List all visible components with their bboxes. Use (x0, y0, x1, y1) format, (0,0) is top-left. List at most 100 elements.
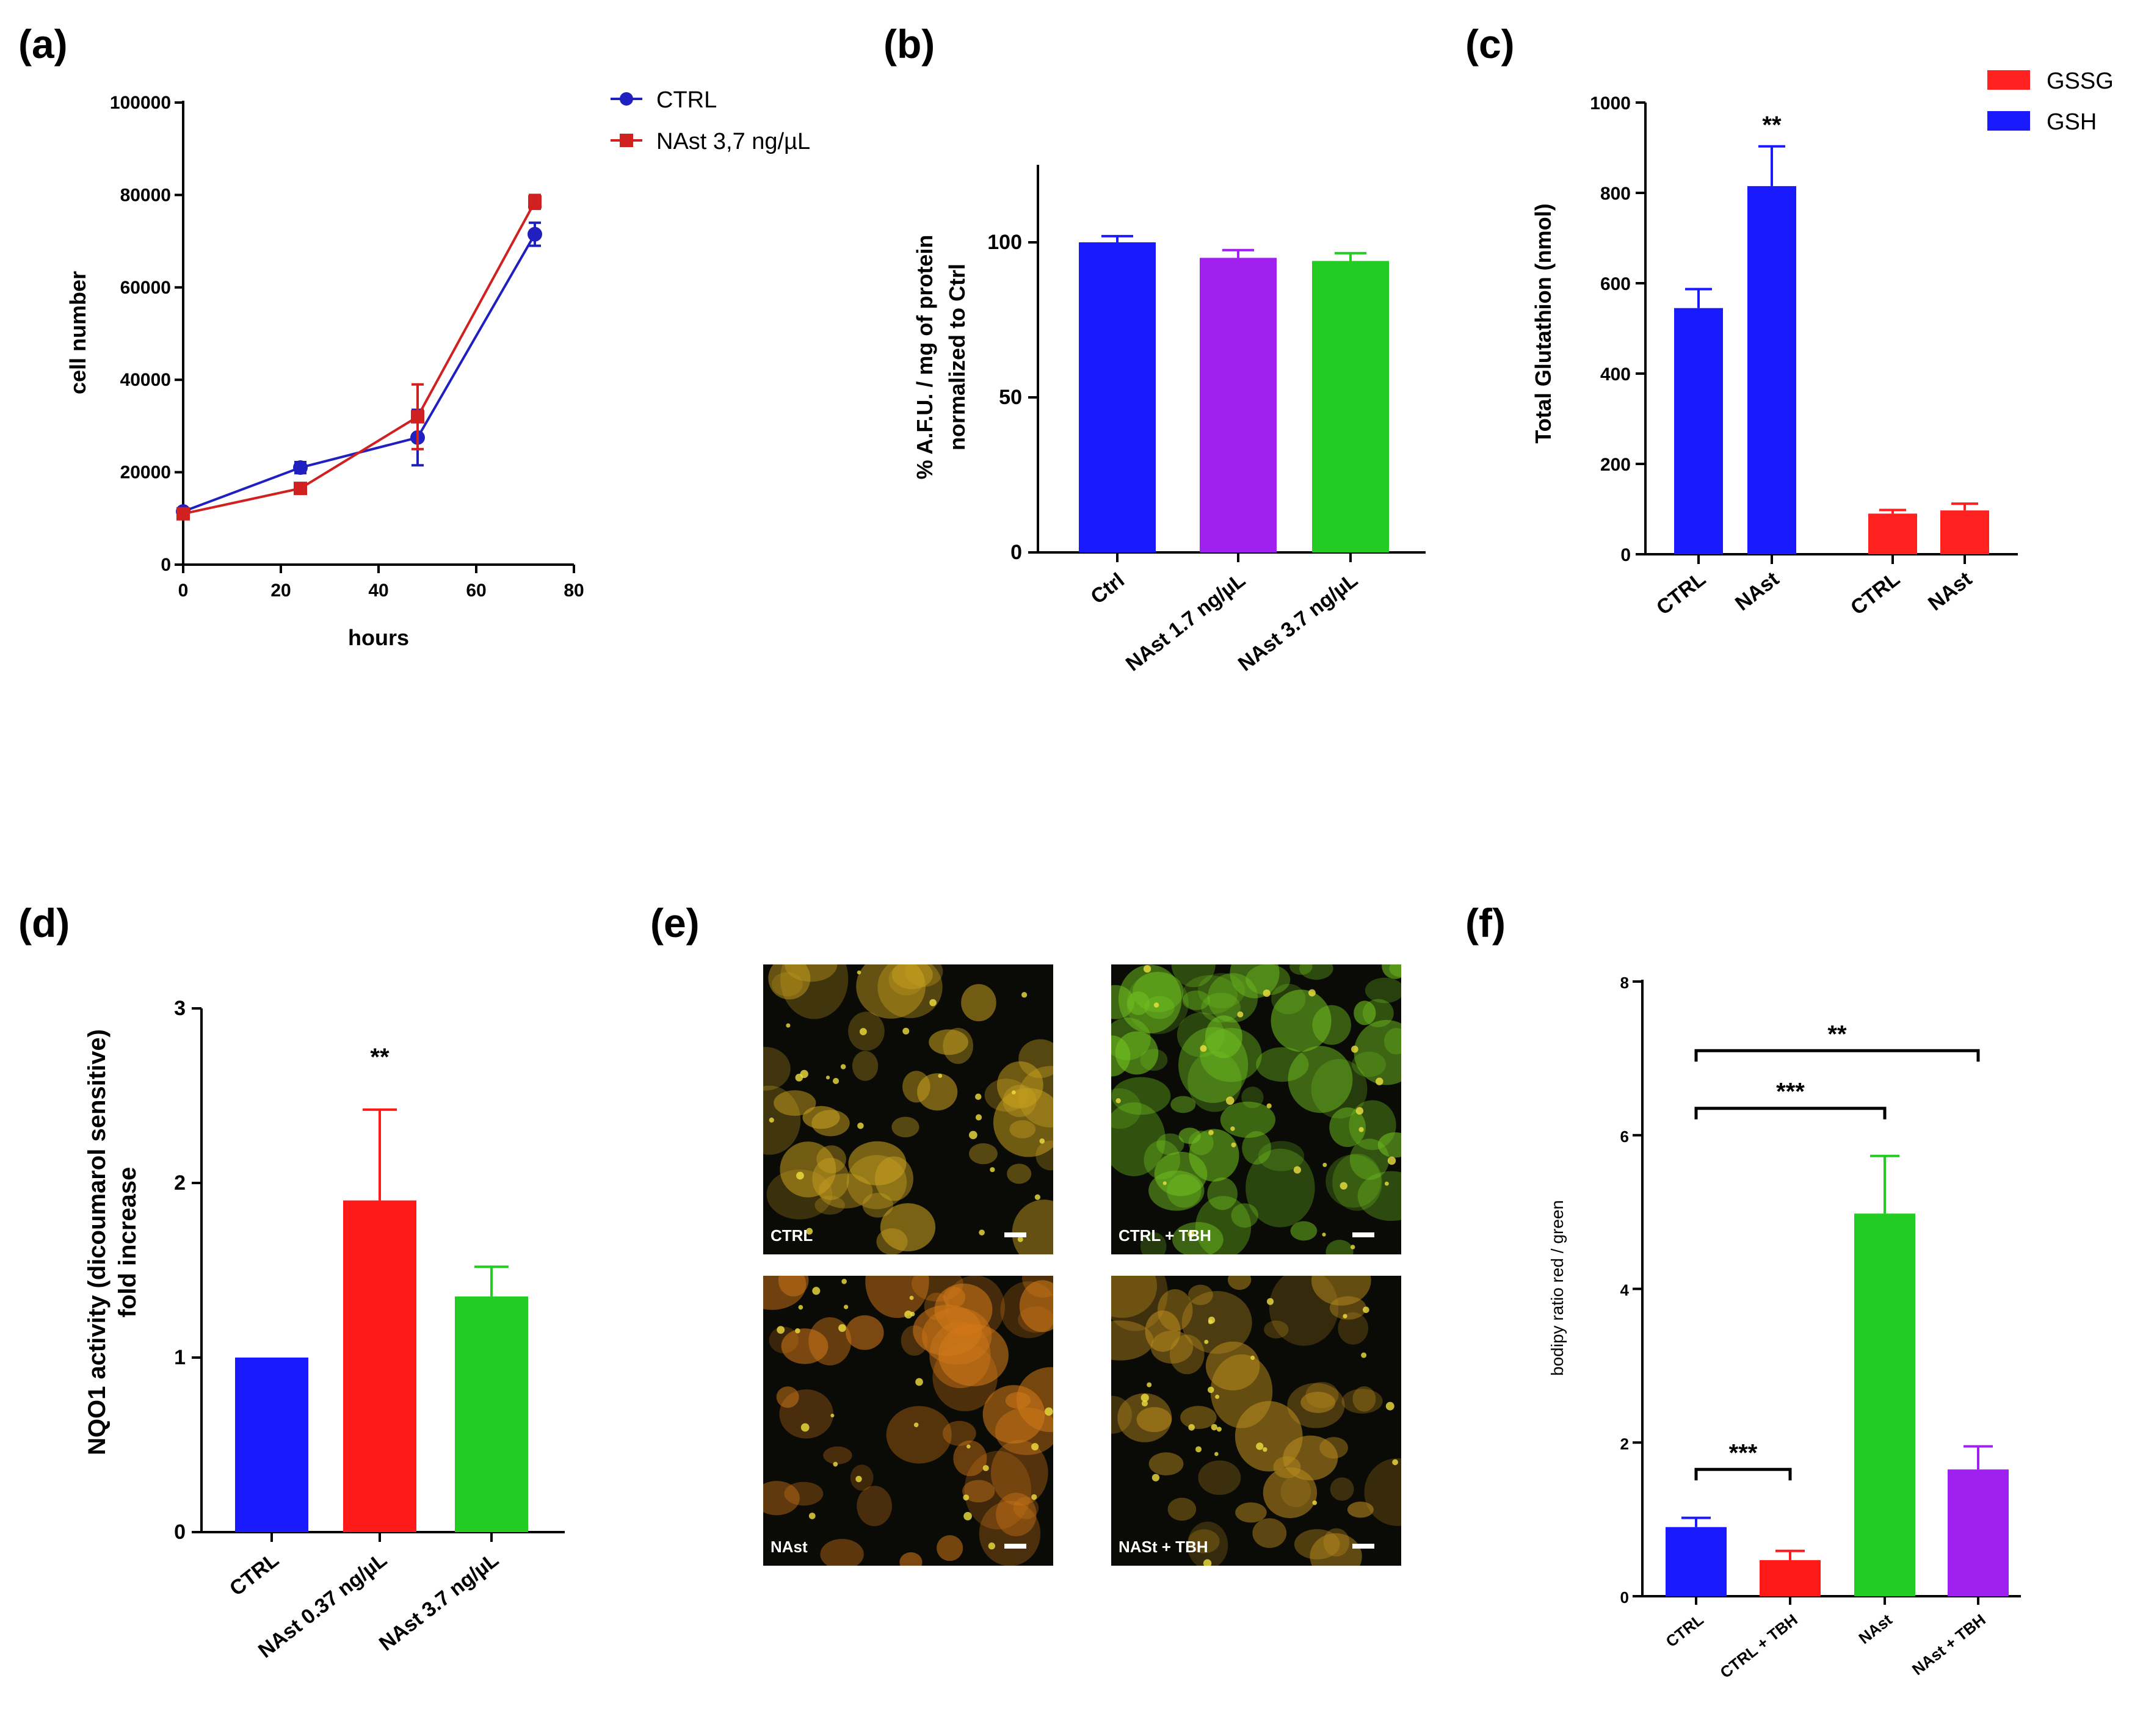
panel-f-significance-bracket (1694, 1049, 1980, 1062)
micrograph-bright-spot (1215, 1394, 1220, 1399)
panel-f-bar (1666, 1527, 1727, 1596)
micrograph-cell-blob (888, 964, 924, 996)
micrograph-cell-blob (768, 964, 811, 1000)
micrograph-cell-blob (1310, 1533, 1362, 1566)
micrograph-bright-spot (1266, 1298, 1274, 1305)
panel-c-y-axis-label: Total Glutathion (nmol) (1531, 203, 1556, 443)
micrograph-cell-blob (812, 1157, 849, 1201)
micrograph-cell-blob (874, 1156, 913, 1201)
micrograph-cell-blob (1357, 1171, 1401, 1221)
micrograph-bright-spot (844, 1304, 849, 1309)
micrograph-cell-blob (1111, 1276, 1158, 1318)
panel-f-ytick-label: 8 (1620, 974, 1629, 992)
panel-a-ytick-label: 60000 (120, 278, 171, 298)
micrograph-bright-spot (795, 1328, 800, 1334)
panel-f-ytick-label: 6 (1620, 1127, 1629, 1146)
micrograph-bright-spot (990, 1167, 995, 1173)
panel-c-category-label: CTRL (1846, 567, 1904, 620)
micrograph-bright-spot (1384, 1181, 1389, 1186)
legend-ctrl-marker-icon (620, 92, 633, 106)
micrograph-cell-blob (1364, 1458, 1401, 1526)
micrograph-cell-blob (1341, 1389, 1383, 1414)
panel-b-category-label: NAst 3.7 ng/µL (1234, 568, 1362, 676)
micrograph-cell-blob (1235, 1502, 1267, 1523)
panel-c-ytick-label: 0 (1620, 545, 1631, 565)
micrograph-bright-spot (777, 1326, 785, 1334)
micrograph-bright-spot (855, 1475, 862, 1483)
micrograph-cell-blob (1188, 1051, 1242, 1112)
micrograph-bright-spot (1358, 1127, 1364, 1132)
micrograph-bright-spot (1021, 992, 1028, 998)
micrograph-cell-blob (780, 1141, 836, 1198)
micrograph-cell-blob (891, 964, 933, 989)
micrograph-bright-spot (1256, 1442, 1264, 1450)
micrograph-cell-blob (1111, 1320, 1154, 1361)
micrograph-bright-spot (1017, 1236, 1023, 1242)
scale-bar-icon (1004, 1544, 1026, 1549)
micrograph-bright-spot (1350, 1245, 1355, 1250)
micrograph-bright-spot (979, 1229, 985, 1235)
micrograph-bright-spot (1151, 1474, 1160, 1481)
micrograph-bright-spot (915, 1378, 923, 1386)
micrograph-bright-spot (857, 1123, 864, 1129)
panel-b-bar (1200, 258, 1277, 552)
micrograph-cell-blob (1329, 1296, 1366, 1320)
micrograph-cell-blob (1007, 1163, 1032, 1184)
micrograph-cell-blob (763, 1047, 791, 1091)
micrograph-cell-blob (1188, 1284, 1213, 1306)
micrograph-cell-blob (1231, 1203, 1258, 1228)
micrograph-bright-spot (1208, 1320, 1213, 1325)
micrograph-bright-spot (1211, 1423, 1217, 1431)
panel-c-ytick-label: 200 (1600, 455, 1631, 475)
micrograph-cell-blob (823, 1446, 852, 1464)
micrograph-bright-spot (1263, 989, 1271, 997)
micrograph-bright-spot (1250, 1355, 1255, 1360)
micrograph-bright-spot (806, 1228, 813, 1235)
micrograph-cell-blob (891, 1116, 919, 1138)
micrograph-cell-blob (953, 1440, 987, 1477)
micrograph-cell-blob (846, 1315, 884, 1350)
panel-label-d: (d) (18, 900, 70, 946)
panel-b-bar (1079, 242, 1156, 552)
micrograph-cell-blob (961, 984, 996, 1022)
micrograph-cell-blob (1338, 1312, 1369, 1345)
panel-b-ytick-label: 100 (987, 231, 1022, 254)
panel-a-ytick-label: 20000 (120, 463, 171, 483)
micrograph-bright-spot (910, 1312, 915, 1317)
micrograph-cell-blob (902, 1071, 930, 1103)
micrograph-cell-blob (1148, 1452, 1184, 1476)
micrograph-bright-spot (969, 1130, 977, 1140)
micrograph-bright-spot (1143, 965, 1151, 973)
panel-d-category-label: NAst 3.7 ng/µL (375, 1548, 503, 1655)
panel-c-bar (1747, 186, 1796, 554)
micrograph-cell-blob (1111, 1035, 1131, 1077)
micrograph-cell-blob (1227, 1276, 1252, 1290)
micrograph-cell-blob (1136, 1407, 1172, 1433)
micrograph-cell-blob (1305, 1381, 1339, 1409)
micrograph-bright-spot (1203, 1559, 1212, 1566)
micrograph-bright-spot (1195, 1446, 1202, 1453)
panel-d-ytick-label: 3 (174, 997, 186, 1020)
micrograph-cell-blob (1187, 1521, 1228, 1566)
panel-e-micrograph-tile: CTRL (763, 964, 1053, 1254)
micrograph-cell-blob (1288, 1046, 1353, 1113)
panel-a-point (528, 226, 542, 242)
micrograph-bright-spot (1322, 1232, 1326, 1237)
panel-label-b: (b) (883, 21, 935, 67)
micrograph-cell-blob (993, 1088, 1053, 1157)
legend-ctrl-label: CTRL (656, 87, 717, 113)
panel-a-point (294, 482, 307, 496)
micrograph-cell-blob (1111, 1102, 1166, 1176)
micrograph-cell-blob (1329, 1107, 1366, 1148)
micrograph-bright-spot (1225, 1096, 1235, 1105)
micrograph-bright-spot (1216, 1427, 1222, 1432)
micrograph-bright-spot (859, 1028, 867, 1036)
panel-a-y-axis-label: cell number (65, 271, 90, 394)
panel-e-micrograph-tile: NASt + TBH (1111, 1276, 1401, 1566)
micrograph-cell-blob (1118, 964, 1182, 1033)
micrograph-cell-blob (1181, 975, 1238, 1014)
micrograph-cell-blob (1269, 1276, 1339, 1346)
micrograph-bright-spot (1387, 1156, 1396, 1165)
